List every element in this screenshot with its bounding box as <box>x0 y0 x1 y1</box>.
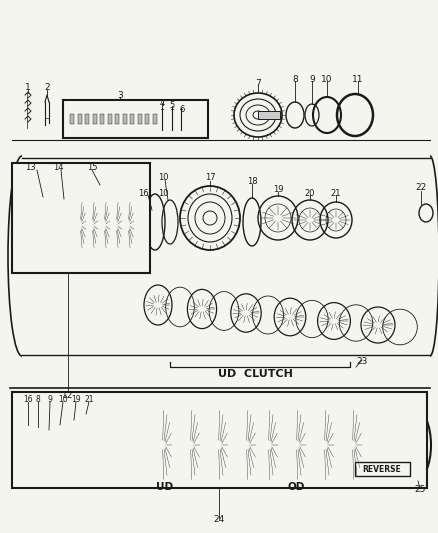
Bar <box>63 100 208 138</box>
Text: 24: 24 <box>213 515 225 524</box>
Text: 9: 9 <box>48 395 53 405</box>
Bar <box>355 462 410 476</box>
Text: 11: 11 <box>352 75 364 84</box>
Text: 4: 4 <box>159 99 165 108</box>
Text: 23: 23 <box>356 358 367 367</box>
Text: 13: 13 <box>25 164 35 173</box>
Bar <box>85 114 89 124</box>
Text: 22: 22 <box>415 183 427 192</box>
Text: 16: 16 <box>23 395 33 405</box>
Ellipse shape <box>393 411 415 479</box>
Text: 10: 10 <box>158 174 168 182</box>
Ellipse shape <box>298 407 322 483</box>
Text: UD  CLUTCH: UD CLUTCH <box>218 369 293 379</box>
Ellipse shape <box>124 199 132 251</box>
Text: 10: 10 <box>158 189 168 198</box>
Text: 1: 1 <box>25 84 31 93</box>
Bar <box>152 114 156 124</box>
Bar <box>138 114 141 124</box>
Text: 16: 16 <box>138 189 148 198</box>
Ellipse shape <box>178 407 202 483</box>
Text: 7: 7 <box>255 78 261 87</box>
Text: 15: 15 <box>87 164 97 173</box>
Ellipse shape <box>82 199 90 251</box>
Text: 10: 10 <box>58 395 68 405</box>
Ellipse shape <box>367 411 389 479</box>
Text: UD: UD <box>156 482 173 492</box>
Bar <box>12 163 150 273</box>
Text: 9: 9 <box>309 75 315 84</box>
Bar <box>258 111 280 119</box>
Text: 5: 5 <box>170 101 175 110</box>
Text: 21: 21 <box>331 189 341 198</box>
Text: 6: 6 <box>179 104 185 114</box>
Ellipse shape <box>206 407 230 483</box>
Ellipse shape <box>106 199 114 251</box>
Ellipse shape <box>118 199 126 251</box>
Ellipse shape <box>112 199 120 251</box>
Ellipse shape <box>340 407 364 483</box>
Text: 19: 19 <box>71 395 81 405</box>
Bar <box>115 114 119 124</box>
Bar <box>130 114 134 124</box>
Ellipse shape <box>234 407 258 483</box>
Ellipse shape <box>270 407 294 483</box>
Bar <box>12 392 427 488</box>
Text: 20: 20 <box>305 189 315 198</box>
Text: 12: 12 <box>62 391 74 400</box>
Ellipse shape <box>192 407 216 483</box>
Ellipse shape <box>284 407 308 483</box>
Text: 17: 17 <box>205 174 215 182</box>
Text: OD: OD <box>287 482 305 492</box>
Ellipse shape <box>88 199 96 251</box>
Text: 10: 10 <box>321 75 333 84</box>
Text: 14: 14 <box>53 164 63 173</box>
Text: 19: 19 <box>273 185 283 195</box>
Bar <box>123 114 127 124</box>
Ellipse shape <box>248 407 272 483</box>
Text: 8: 8 <box>35 395 40 405</box>
Bar <box>92 114 96 124</box>
Ellipse shape <box>380 411 402 479</box>
Text: 25: 25 <box>414 486 426 495</box>
Bar <box>107 114 112 124</box>
Ellipse shape <box>220 407 244 483</box>
Ellipse shape <box>164 407 188 483</box>
Ellipse shape <box>312 407 336 483</box>
Text: 21: 21 <box>84 395 94 405</box>
Text: 2: 2 <box>44 84 50 93</box>
Bar <box>68 114 163 124</box>
Bar <box>78 114 81 124</box>
Ellipse shape <box>256 407 280 483</box>
Text: 3: 3 <box>117 91 123 100</box>
Ellipse shape <box>150 407 174 483</box>
Ellipse shape <box>326 407 350 483</box>
Bar <box>145 114 149 124</box>
Text: 18: 18 <box>247 177 257 187</box>
Bar <box>100 114 104 124</box>
Text: 8: 8 <box>292 75 298 84</box>
Ellipse shape <box>100 199 108 251</box>
Text: REVERSE: REVERSE <box>363 464 401 473</box>
Ellipse shape <box>76 199 84 251</box>
Bar <box>70 114 74 124</box>
Ellipse shape <box>94 199 102 251</box>
